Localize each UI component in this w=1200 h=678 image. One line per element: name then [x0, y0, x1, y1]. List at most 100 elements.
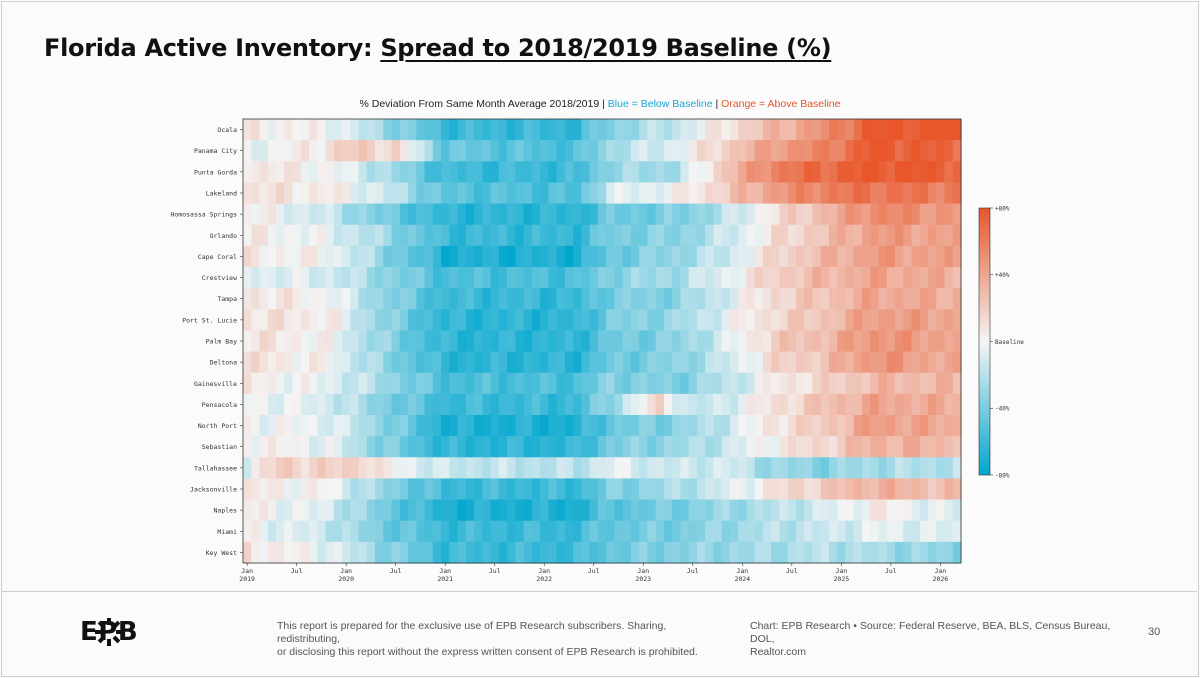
heatmap-cell — [432, 203, 442, 226]
heatmap-cell — [936, 309, 946, 332]
heatmap-cell — [243, 267, 252, 289]
heatmap-cell — [292, 203, 302, 226]
heatmap-cell — [342, 267, 351, 289]
heatmap-cell — [498, 224, 508, 247]
heatmap-cell — [754, 436, 764, 458]
heatmap-cell — [573, 541, 582, 564]
heatmap-cell — [317, 478, 327, 501]
heatmap-cell — [606, 372, 615, 395]
heatmap-cell — [886, 309, 896, 332]
heatmap-cell — [317, 372, 327, 395]
heatmap-cell — [795, 330, 805, 353]
heatmap-cell — [276, 224, 285, 247]
heatmap-cell — [317, 541, 327, 564]
heatmap-cell — [820, 415, 830, 437]
heatmap-cell — [300, 372, 310, 395]
heatmap-cell — [911, 140, 921, 162]
heatmap-cell — [614, 330, 624, 353]
heatmap-cell — [663, 245, 673, 268]
heatmap-cell — [837, 541, 847, 564]
heatmap-cell — [828, 224, 838, 247]
heatmap-cell — [540, 478, 549, 501]
heatmap-cell — [251, 478, 261, 501]
heatmap-cell — [589, 541, 599, 564]
heatmap-cell — [366, 224, 376, 247]
heatmap-cell — [589, 203, 599, 226]
heatmap-cell — [408, 267, 417, 289]
heatmap-cell — [762, 140, 772, 162]
heatmap-cell — [705, 415, 715, 437]
heatmap-cell — [441, 351, 450, 374]
heatmap-cell — [870, 372, 880, 395]
heatmap-cell — [919, 457, 929, 480]
heatmap-cell — [507, 161, 516, 184]
heatmap-cell — [614, 182, 624, 205]
row-label: Crestview — [202, 274, 237, 282]
heatmap-cell — [276, 309, 285, 332]
heatmap-cell — [358, 457, 368, 480]
heatmap-cell — [746, 288, 756, 310]
heatmap-cell — [944, 415, 954, 437]
heatmap-cell — [317, 245, 327, 268]
heatmap-cell — [482, 140, 492, 162]
heatmap-cell — [919, 182, 929, 205]
heatmap-cell — [894, 393, 904, 416]
heatmap-cell — [606, 478, 615, 501]
heatmap-cell — [251, 541, 261, 564]
heatmap-cell — [482, 393, 492, 416]
heatmap-cell — [276, 436, 285, 458]
heatmap-cell — [292, 520, 302, 543]
heatmap-cell — [333, 288, 343, 310]
heatmap-cell — [424, 309, 434, 332]
heatmap-cell — [531, 436, 541, 458]
heatmap-cell — [507, 140, 516, 162]
heatmap-cell — [787, 330, 797, 353]
heatmap-cell — [317, 309, 327, 332]
heatmap-cell — [944, 372, 954, 395]
heatmap-cell — [944, 182, 954, 205]
heatmap-cell — [647, 541, 657, 564]
heatmap-cell — [523, 415, 533, 437]
heatmap-cell — [498, 203, 508, 226]
heatmap-cell — [878, 436, 888, 458]
heatmap-cell — [894, 288, 904, 310]
heatmap-cell — [672, 330, 681, 353]
heatmap-cell — [622, 415, 632, 437]
heatmap-cell — [911, 288, 921, 310]
heatmap-cell — [399, 415, 409, 437]
row-label: Port St. Lucie — [182, 316, 237, 324]
heatmap-cell — [416, 140, 426, 162]
heatmap-cell — [688, 309, 698, 332]
heatmap-cell — [614, 499, 624, 522]
heatmap-cell — [243, 415, 252, 437]
heatmap-cell — [383, 520, 393, 543]
heatmap-cell — [861, 309, 871, 332]
heatmap-cell — [828, 372, 838, 395]
heatmap-cell — [696, 436, 706, 458]
heatmap-cell — [457, 415, 467, 437]
heatmap-cell — [762, 119, 772, 141]
heatmap-cell — [738, 351, 748, 374]
heatmap-cell — [729, 520, 739, 543]
heatmap-cell — [300, 457, 310, 480]
heatmap-cell — [647, 288, 657, 310]
heatmap-cell — [523, 436, 533, 458]
heatmap-cell — [911, 351, 921, 374]
heatmap-cell — [375, 267, 384, 289]
heatmap-cell — [391, 140, 401, 162]
heatmap-cell — [449, 224, 459, 247]
heatmap-cell — [375, 330, 384, 353]
heatmap-cell — [391, 182, 401, 205]
heatmap-cell — [828, 309, 838, 332]
heatmap-cell — [474, 330, 483, 353]
heatmap-cell — [465, 267, 475, 289]
heatmap-cell — [383, 436, 393, 458]
heatmap-cell — [474, 182, 483, 205]
heatmap-cell — [366, 182, 376, 205]
heatmap-cell — [779, 224, 789, 247]
heatmap-cell — [771, 415, 781, 437]
heatmap-cell — [878, 372, 888, 395]
heatmap-cell — [449, 436, 459, 458]
heatmap-cell — [919, 245, 929, 268]
